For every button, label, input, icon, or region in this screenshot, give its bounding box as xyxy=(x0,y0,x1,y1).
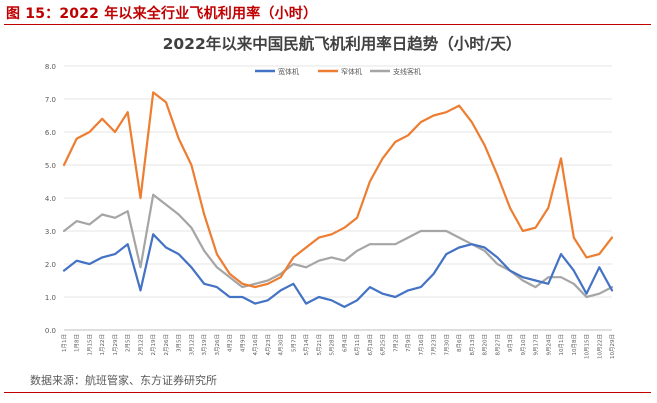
x-tick-label: 5月14日 xyxy=(303,334,310,356)
x-tick-label: 1月29日 xyxy=(112,334,119,356)
x-tick-label: 3月26日 xyxy=(214,334,221,356)
x-tick-label: 1月22日 xyxy=(99,334,106,356)
x-tick-label: 1月1日 xyxy=(61,334,68,352)
series-line-wide xyxy=(62,233,614,308)
chart-gridlines xyxy=(64,65,612,331)
x-tick-label: 7月30日 xyxy=(443,334,450,356)
x-tick-label: 4月23日 xyxy=(265,334,272,356)
x-tick-label: 2月5日 xyxy=(125,334,132,352)
x-tick-label: 7月23日 xyxy=(431,334,438,356)
x-tick-label: 9月17日 xyxy=(533,334,540,356)
x-tick-label: 6月25日 xyxy=(380,334,387,356)
x-tick-label: 10月29日 xyxy=(609,334,616,359)
x-tick-label: 2月26日 xyxy=(163,334,170,356)
x-tick-label: 1月15日 xyxy=(86,334,93,356)
x-tick-label: 4月30日 xyxy=(278,334,285,356)
figure-caption: 图 15：2022 年以来全行业飞机利用率（小时） xyxy=(6,6,318,22)
y-tick-label: 1.0 xyxy=(45,294,56,302)
y-tick-label: 2.0 xyxy=(45,261,56,269)
x-tick-label: 9月10日 xyxy=(520,334,527,356)
x-tick-label: 9月24日 xyxy=(545,334,552,356)
x-tick-label: 8月13日 xyxy=(469,334,476,356)
x-tick-label: 10月8日 xyxy=(571,334,578,356)
x-tick-label: 2月19日 xyxy=(150,334,157,356)
x-tick-label: 6月18日 xyxy=(367,334,374,356)
x-tick-label: 5月21日 xyxy=(316,334,323,356)
series-line-narrow xyxy=(62,91,614,289)
x-tick-label: 3月12日 xyxy=(188,334,195,356)
y-tick-label: 0.0 xyxy=(45,327,56,335)
y-tick-label: 4.0 xyxy=(45,195,56,203)
legend-label: 支线客机 xyxy=(393,67,421,76)
x-tick-label: 8月20日 xyxy=(482,334,489,356)
y-tick-label: 7.0 xyxy=(45,96,56,104)
x-tick-label: 8月27日 xyxy=(494,334,501,356)
x-tick-label: 4月9日 xyxy=(239,334,246,352)
x-tick-label: 10月22日 xyxy=(596,334,603,359)
line-chart: 2022年以来中国民航飞机利用率日趋势（小时/天） 宽体机 窄体机 支线客机 0.0… xyxy=(45,34,616,359)
x-tick-label: 10月15日 xyxy=(584,334,591,359)
x-tick-label: 6月4日 xyxy=(341,334,348,352)
y-tick-label: 3.0 xyxy=(45,228,56,236)
x-tick-label: 5月28日 xyxy=(329,334,336,356)
caption-divider xyxy=(4,24,651,25)
x-tick-label: 1月8日 xyxy=(74,334,81,352)
y-axis: 0.0 1.0 2.0 3.0 4.0 5.0 6.0 7.0 8.0 xyxy=(45,63,56,335)
x-tick-label: 4月2日 xyxy=(227,334,234,352)
x-tick-label: 5月7日 xyxy=(290,334,297,352)
x-tick-label: 3月19日 xyxy=(201,334,208,356)
data-source-note: 数据来源：航班管家、东方证券研究所 xyxy=(30,374,217,387)
x-tick-label: 2月12日 xyxy=(137,334,144,356)
x-tick-label: 8月6日 xyxy=(456,334,463,352)
x-tick-label: 3月5日 xyxy=(176,334,183,352)
footer-divider xyxy=(4,392,651,393)
x-tick-label: 7月16日 xyxy=(418,334,425,356)
x-tick-label: 9月3日 xyxy=(507,334,514,352)
y-tick-label: 8.0 xyxy=(45,63,56,71)
legend-label: 宽体机 xyxy=(278,67,299,76)
x-tick-label: 10月1日 xyxy=(558,334,565,356)
series-line-regional xyxy=(62,193,614,299)
y-tick-label: 5.0 xyxy=(45,162,56,170)
chart-legend: 宽体机 窄体机 支线客机 xyxy=(255,67,421,76)
x-axis: 1月1日 1月8日 1月15日 1月22日 1月29日 2月5日 2月12日 2月19日 2月2… xyxy=(61,329,616,359)
x-tick-label: 7月2日 xyxy=(392,334,399,352)
y-tick-label: 6.0 xyxy=(45,129,56,137)
chart-title: 2022年以来中国民航飞机利用率日趋势（小时/天） xyxy=(163,34,522,53)
legend-label: 窄体机 xyxy=(341,67,362,76)
chart-series xyxy=(62,91,614,308)
x-tick-label: 7月9日 xyxy=(405,334,412,352)
x-tick-label: 4月16日 xyxy=(252,334,259,356)
x-tick-label: 6月11日 xyxy=(354,334,361,356)
